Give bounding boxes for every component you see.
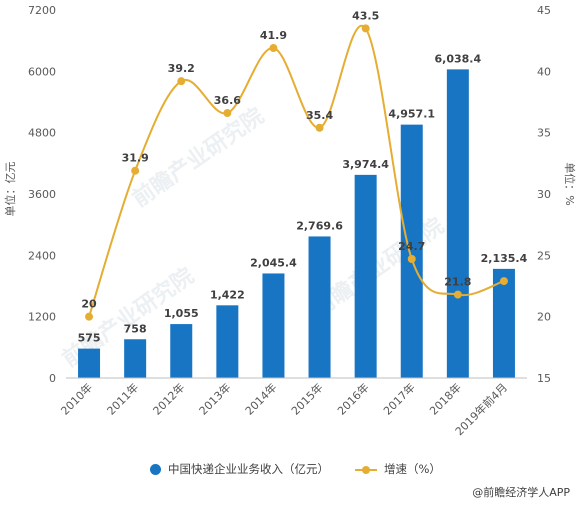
- growth-line: [88, 24, 505, 317]
- x-tick-label: 2012年: [150, 380, 187, 417]
- growth-point: [361, 24, 370, 33]
- growth-value-label: 39.2: [168, 62, 195, 75]
- growth-point: [131, 166, 140, 175]
- y-left-tick-label: 3600: [28, 188, 56, 201]
- bar-value-label: 2,135.4: [481, 252, 528, 265]
- bar-value-label: 575: [78, 332, 101, 345]
- x-tick-label: 2014年: [242, 380, 279, 417]
- line-series: [85, 24, 508, 321]
- bar: [354, 174, 377, 378]
- x-tick-label: 2013年: [196, 380, 233, 417]
- bar-value-label: 3,974.4: [342, 158, 389, 171]
- bar: [216, 305, 239, 378]
- growth-value-label: 43.5: [352, 9, 379, 22]
- y-left-tick-label: 7200: [28, 4, 56, 17]
- growth-value-label: 41.9: [260, 29, 287, 42]
- bar-value-label: 2,045.4: [250, 256, 297, 269]
- x-tick-label: 2011年: [104, 380, 141, 417]
- growth-point: [177, 77, 186, 86]
- legend-item-growth[interactable]: 增速（%）: [355, 461, 441, 477]
- y-right-tick-label: 45: [537, 4, 551, 17]
- bar: [492, 268, 515, 378]
- bar-series: [78, 69, 515, 378]
- source-credit: @前瞻经济学人APP: [472, 486, 570, 499]
- legend-label-revenue: 中国快递企业业务收入（亿元）: [168, 462, 329, 476]
- legend-item-revenue[interactable]: 中国快递企业业务收入（亿元）: [150, 461, 329, 477]
- growth-value-label: 35.4: [306, 109, 333, 122]
- legend-swatch-line: [355, 464, 377, 475]
- bar: [308, 236, 331, 378]
- x-tick-label: 2015年: [288, 380, 325, 417]
- y-right-tick-label: 40: [537, 65, 551, 78]
- growth-point: [269, 44, 278, 53]
- y-left-tick-label: 0: [49, 372, 56, 385]
- growth-point: [85, 312, 94, 321]
- bar: [400, 124, 423, 378]
- legend-label-growth: 增速（%）: [384, 462, 441, 476]
- y-left-tick-label: 4800: [28, 127, 56, 140]
- legend-swatch-bar: [150, 463, 161, 475]
- y-right-tick-label: 20: [537, 311, 551, 324]
- y-right-tick-label: 15: [537, 372, 551, 385]
- x-tick-label: 2016年: [334, 380, 371, 417]
- growth-value-label: 20: [81, 298, 97, 311]
- growth-point: [223, 109, 232, 118]
- bar-value-label: 4,957.1: [388, 108, 435, 121]
- y-left-tick-label: 1200: [28, 311, 56, 324]
- growth-point: [453, 290, 462, 299]
- legend: 中国快递企业业务收入（亿元） 增速（%）: [150, 458, 467, 480]
- y-left-axis-title: 单位：亿元: [3, 162, 17, 217]
- y-left-tick-label: 6000: [28, 65, 56, 78]
- x-tick-label: 2010年: [58, 380, 95, 417]
- y-right-tick-label: 30: [537, 188, 551, 201]
- bar: [446, 69, 469, 378]
- growth-value-label: 24.7: [398, 240, 425, 253]
- y-right-axis-title: 单位：%: [563, 162, 577, 205]
- bar: [78, 348, 101, 378]
- growth-value-label: 36.6: [214, 94, 241, 107]
- bar-value-label: 6,038.4: [435, 52, 482, 65]
- x-tick-label: 2017年: [380, 380, 417, 417]
- bar-value-label: 1,422: [210, 288, 245, 301]
- y-right-tick-label: 25: [537, 249, 551, 262]
- x-tick-label: 2018年: [426, 380, 463, 417]
- growth-value-label: 31.9: [122, 152, 149, 165]
- bar: [124, 339, 147, 378]
- bar: [170, 324, 193, 378]
- y-right-tick-label: 35: [537, 127, 551, 140]
- bar: [262, 273, 285, 378]
- bar-value-label: 758: [124, 322, 147, 335]
- growth-value-label: 21.8: [444, 276, 471, 289]
- data-labels: 575 758 1,055 1,422 2,045.4 2,769.6 3,974.4 4,9…: [78, 9, 528, 344]
- growth-point: [499, 277, 508, 286]
- bar-value-label: 1,055: [164, 307, 199, 320]
- growth-point: [407, 255, 416, 264]
- growth-point: [315, 123, 324, 132]
- y-left-tick-label: 2400: [28, 249, 56, 262]
- bar-value-label: 2,769.6: [296, 219, 343, 232]
